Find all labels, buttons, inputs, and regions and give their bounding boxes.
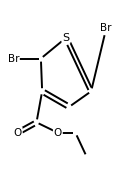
Text: S: S [62,33,70,43]
Text: Br: Br [100,23,112,33]
Text: Br: Br [7,54,19,64]
Text: O: O [14,128,22,138]
Text: O: O [54,128,62,138]
